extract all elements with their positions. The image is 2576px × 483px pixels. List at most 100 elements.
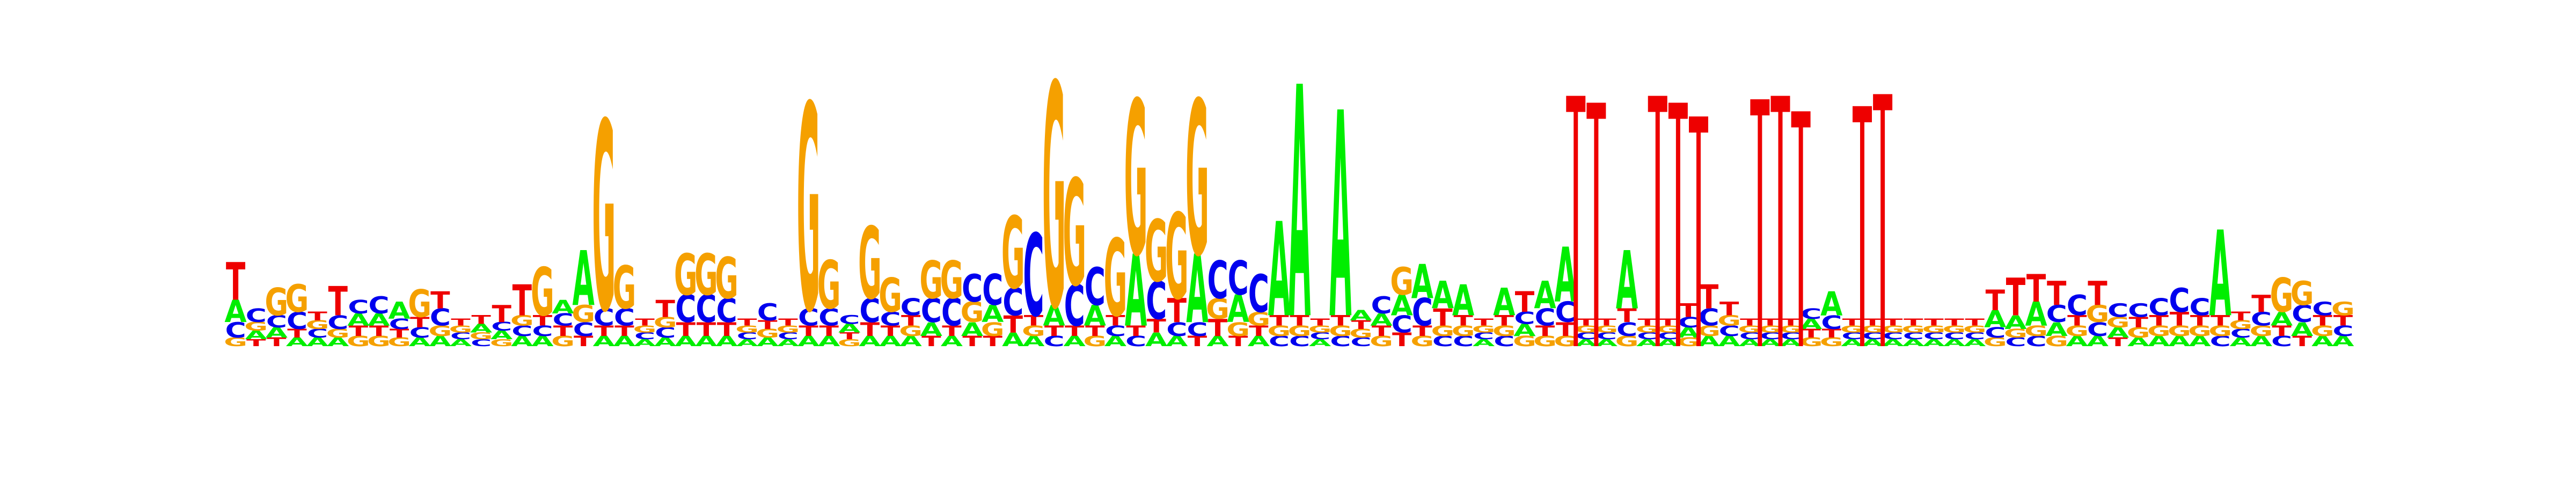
logo-letter-a: A bbox=[1329, 54, 1352, 383]
logo-letter-g: G bbox=[2290, 275, 2314, 313]
logo-letter-t: T bbox=[2251, 290, 2271, 318]
logo-letter-c: C bbox=[368, 292, 389, 319]
barbell-stem bbox=[1696, 123, 1701, 346]
logo-letter-a: A bbox=[2209, 206, 2231, 343]
logo-letter-a: A bbox=[552, 296, 574, 318]
logo-letter-c: C bbox=[2067, 290, 2088, 323]
barbell-cap bbox=[1853, 106, 1872, 122]
logo-letter-g: G bbox=[715, 246, 738, 311]
logo-letter-stacks: GCATTAGCTACGATCGACGTAGCTGTACGTACGTCAACTG… bbox=[224, 21, 2355, 391]
logo-letter-g: G bbox=[940, 251, 964, 311]
logo-letter-t: T bbox=[226, 253, 245, 312]
logo-letter-c: C bbox=[1248, 265, 1269, 324]
barbell-stem bbox=[1799, 118, 1803, 346]
logo-letter-c: C bbox=[1023, 211, 1044, 342]
logo-letter-g: G bbox=[1185, 58, 1209, 304]
logo-letter-g: G bbox=[408, 282, 431, 326]
logo-letter-t: T bbox=[430, 287, 450, 314]
barbell-stem bbox=[1594, 109, 1598, 346]
logo-letter-c: C bbox=[1085, 258, 1106, 317]
logo-letter-t: T bbox=[778, 317, 797, 328]
logo-letter-c: C bbox=[2189, 294, 2210, 321]
barbell-cap bbox=[1648, 96, 1667, 112]
logo-letter-t: T bbox=[308, 310, 327, 324]
logo-letter-c: C bbox=[839, 313, 860, 327]
barbell-stem bbox=[1574, 103, 1578, 346]
logo-letter-t: T bbox=[1965, 317, 1984, 328]
logo-letter-t: T bbox=[635, 317, 654, 328]
logo-letter-c: C bbox=[2169, 281, 2190, 319]
logo-letter-t: T bbox=[655, 295, 675, 323]
logo-letter-t: T bbox=[492, 301, 511, 328]
logo-letter-t: T bbox=[328, 279, 347, 325]
logo-letter-c: C bbox=[1371, 292, 1392, 319]
logo-letter-a: A bbox=[1432, 273, 1454, 317]
logo-letter-t: T bbox=[1760, 317, 1780, 328]
logo-letter-t: T bbox=[1637, 317, 1657, 328]
logo-letter-t: T bbox=[1781, 317, 1800, 328]
logo-letter-c: C bbox=[2128, 299, 2149, 321]
logo-letter-c: C bbox=[982, 265, 1003, 315]
logo-letter-t: T bbox=[1474, 317, 1493, 328]
logo-letter-g: G bbox=[265, 280, 288, 324]
logo-letter-g: G bbox=[286, 277, 309, 321]
logo-letter-g: G bbox=[2331, 298, 2355, 320]
barbell-cap bbox=[1791, 111, 1811, 127]
logo-letter-t: T bbox=[1699, 278, 1718, 316]
logo-letter-t: T bbox=[1924, 317, 1943, 328]
logo-letter-g: G bbox=[531, 255, 554, 332]
logo-letter-a: A bbox=[1616, 235, 1638, 327]
logo-letter-c: C bbox=[2148, 294, 2169, 321]
barbell-cap bbox=[1566, 96, 1585, 112]
logo-letter-t: T bbox=[1842, 317, 1862, 328]
logo-letter-g: G bbox=[879, 269, 902, 323]
barbell-cap bbox=[1750, 99, 1769, 115]
logo-letter-t: T bbox=[1944, 317, 1964, 328]
logo-letter-t: T bbox=[451, 317, 470, 328]
logo-letter-t: T bbox=[2231, 310, 2251, 324]
logo-letter-t: T bbox=[1904, 317, 1923, 328]
logo-letter-g: G bbox=[613, 254, 636, 323]
logo-letter-t: T bbox=[1597, 317, 1616, 328]
logo-letter-g: G bbox=[592, 69, 616, 370]
barbell-cap bbox=[1771, 96, 1790, 112]
logo-letter-c: C bbox=[962, 267, 983, 311]
logo-letter-t: T bbox=[1863, 317, 1882, 328]
logo-letter-t: T bbox=[1515, 286, 1534, 319]
logo-letter-t: T bbox=[2047, 275, 2066, 313]
logo-letter-c: C bbox=[757, 299, 778, 326]
barbell-stem bbox=[1880, 100, 1885, 346]
logo-letter-g: G bbox=[1063, 150, 1086, 319]
logo-letter-t: T bbox=[1719, 298, 1739, 320]
logo-letter-a: A bbox=[1534, 273, 1556, 317]
barbell-stem bbox=[1656, 103, 1660, 346]
logo-letter-t: T bbox=[471, 313, 491, 327]
logo-letter-t: T bbox=[2026, 267, 2046, 311]
barbell-cap bbox=[1873, 94, 1892, 110]
logo-letter-c: C bbox=[1207, 251, 1228, 311]
logo-letter-a: A bbox=[1493, 280, 1515, 324]
logo-letter-a: A bbox=[1555, 232, 1577, 320]
logo-letter-g: G bbox=[1390, 260, 1414, 304]
barbell-stem bbox=[1860, 113, 1864, 346]
logo-letter-a: A bbox=[1289, 21, 1311, 391]
logo-letter-t: T bbox=[2006, 268, 2025, 328]
barbell-cap bbox=[1586, 103, 1606, 119]
logo-letter-c: C bbox=[2312, 298, 2333, 320]
logo-letter-a: A bbox=[1820, 285, 1843, 323]
barbell-stem bbox=[1758, 106, 1762, 346]
barbell-stem bbox=[1676, 109, 1680, 346]
logo-letter-c: C bbox=[2107, 299, 2128, 321]
logo-letter-g: G bbox=[2270, 269, 2294, 323]
logo-letter-t: T bbox=[1740, 317, 1759, 328]
logo-letter-a: A bbox=[1411, 255, 1433, 310]
logo-letter-a: A bbox=[388, 297, 411, 324]
logo-letter-c: C bbox=[1228, 252, 1249, 306]
logo-letter-t: T bbox=[2088, 275, 2107, 313]
logo-letter-g: G bbox=[817, 248, 841, 325]
logo-letter-a: A bbox=[1350, 308, 1372, 324]
logo-letter-a: A bbox=[1268, 196, 1290, 346]
logo-letter-a: A bbox=[1452, 276, 1474, 326]
logo-letter-c: C bbox=[348, 296, 369, 318]
